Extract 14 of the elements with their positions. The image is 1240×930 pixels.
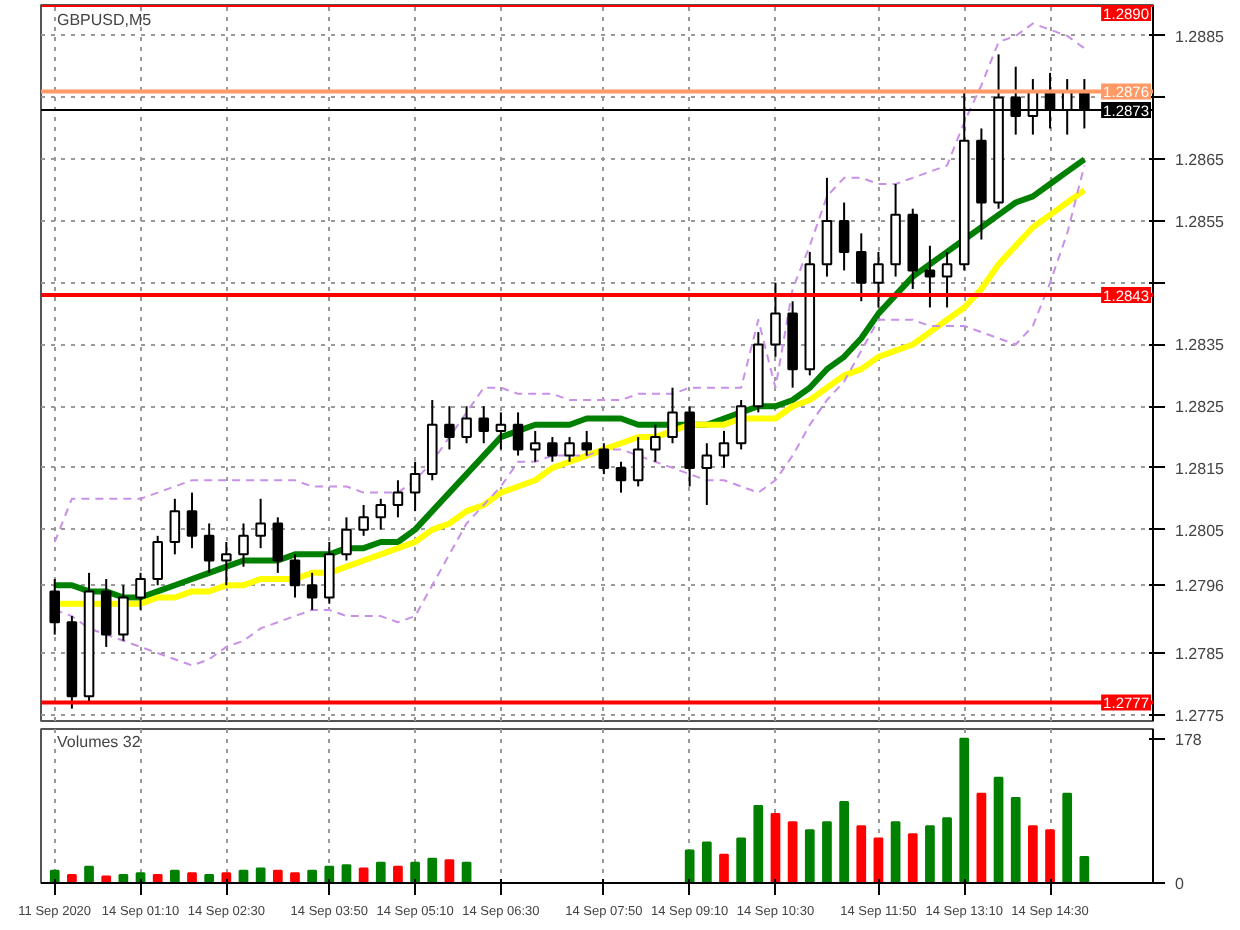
y-tick-label: 1.2855 — [1175, 213, 1226, 232]
y-tick-label: 1.2885 — [1175, 27, 1226, 46]
y-tick-label: 1.2835 — [1175, 336, 1226, 355]
y-tick-label: 1.2805 — [1175, 521, 1226, 540]
y-tick-label: 1.2796 — [1175, 577, 1226, 596]
y-tick-label: 1.2865 — [1175, 151, 1226, 170]
y-tick-label: 1.2785 — [1175, 645, 1226, 664]
y-tick-label: 1.2825 — [1175, 398, 1226, 417]
y-tick-label: 1.2815 — [1175, 459, 1226, 478]
y-tick-label: 0 — [1175, 875, 1185, 893]
y-tick-label: 1.2775 — [1175, 706, 1226, 725]
chart-title: Volumes 32 — [57, 733, 142, 751]
y-tick-label: 178 — [1175, 730, 1203, 749]
chart-title: GBPUSD,M5 — [57, 11, 153, 29]
